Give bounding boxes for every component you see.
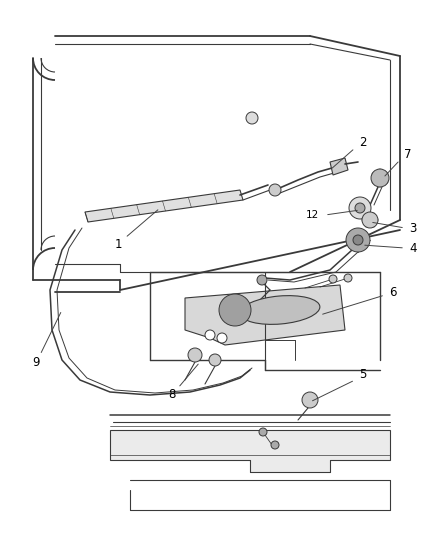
Polygon shape	[330, 158, 348, 175]
Circle shape	[344, 274, 352, 282]
Text: 7: 7	[404, 149, 412, 161]
Circle shape	[219, 294, 251, 326]
Text: 1: 1	[114, 238, 122, 252]
Polygon shape	[85, 190, 243, 222]
Circle shape	[205, 330, 215, 340]
Text: 12: 12	[305, 210, 318, 220]
Text: 4: 4	[409, 241, 417, 254]
Circle shape	[346, 228, 370, 252]
Circle shape	[246, 112, 258, 124]
Polygon shape	[362, 213, 378, 227]
Circle shape	[269, 184, 281, 196]
Text: 8: 8	[168, 387, 176, 400]
Circle shape	[329, 275, 337, 283]
Circle shape	[257, 275, 267, 285]
Circle shape	[259, 428, 267, 436]
Circle shape	[355, 203, 365, 213]
Polygon shape	[372, 169, 388, 187]
Ellipse shape	[240, 296, 320, 325]
Circle shape	[188, 348, 202, 362]
Text: 9: 9	[32, 356, 40, 368]
Circle shape	[209, 354, 221, 366]
Circle shape	[362, 212, 378, 228]
Circle shape	[271, 441, 279, 449]
Text: 5: 5	[359, 368, 367, 382]
Text: 6: 6	[389, 286, 397, 298]
Polygon shape	[110, 430, 390, 472]
Polygon shape	[185, 285, 345, 345]
Circle shape	[371, 169, 389, 187]
Circle shape	[302, 392, 318, 408]
Circle shape	[349, 197, 371, 219]
Circle shape	[217, 333, 227, 343]
Text: 3: 3	[410, 222, 417, 235]
Circle shape	[353, 235, 363, 245]
Text: 2: 2	[359, 136, 367, 149]
